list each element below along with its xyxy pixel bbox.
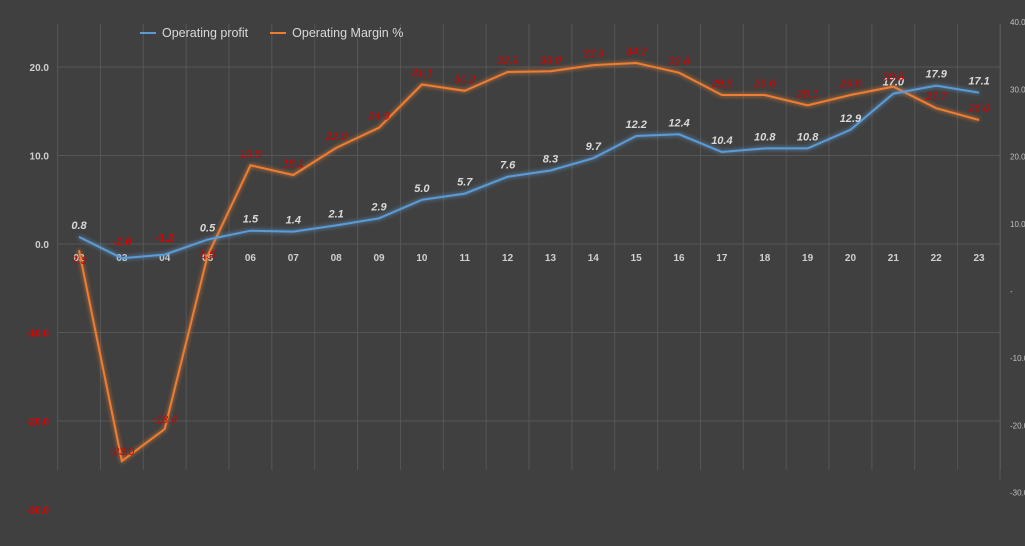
- operating-margin-data-label: 32.9: [497, 55, 518, 67]
- x-axis-category-label: 11: [459, 253, 470, 264]
- operating-profit-data-label: 1.5: [243, 214, 259, 226]
- x-axis-category-label: 20: [845, 253, 857, 264]
- left-axis-tick-label: 20.0: [30, 63, 50, 74]
- x-axis-category-label: 08: [331, 253, 343, 264]
- operating-margin-data-label: 7.3: [71, 255, 87, 267]
- right-axis-tick-label: 40.0: [1010, 18, 1025, 27]
- right-axis-tick-label: -30.0: [1010, 489, 1025, 498]
- left-axis-tick-label: -10.0: [26, 329, 49, 340]
- right-axis-tick-label: -: [1010, 287, 1013, 296]
- operating-profit-data-label: 17.9: [925, 69, 947, 81]
- legend-swatch-orange-line-icon: [270, 32, 287, 34]
- operating-margin-line[interactable]: [78, 61, 980, 463]
- operating-margin-data-label: 29.6: [710, 78, 733, 90]
- operating-margin-data-label: 32.8: [668, 56, 690, 68]
- x-axis-category-label: 14: [588, 253, 600, 264]
- operating-margin-data-label: 26.0: [967, 103, 990, 115]
- operating-margin-data-label: 34.2: [625, 46, 646, 58]
- right-axis-tick-label: 30.0: [1010, 85, 1025, 94]
- x-axis-category-label: 22: [931, 253, 943, 264]
- right-axis-tick-label: 10.0: [1010, 220, 1025, 229]
- operating-profit-data-label: 9.7: [586, 141, 602, 153]
- operating-profit-data-label: 0.5: [200, 223, 216, 235]
- operating-profit-data-label: 12.9: [840, 113, 862, 125]
- x-axis-category-label: 06: [245, 253, 257, 264]
- x-axis-category-label: 21: [888, 253, 900, 264]
- operating-margin-data-label: 22.0: [324, 131, 347, 143]
- x-axis-category-label: 17: [716, 253, 728, 264]
- operating-profit-data-label: 17.0: [883, 77, 905, 89]
- operating-margin-data-label: 27.7: [924, 91, 947, 103]
- operating-profit-line[interactable]: [78, 84, 980, 260]
- operating-profit-data-label: 7.6: [500, 160, 516, 172]
- legend-item-operating-margin[interactable]: Operating Margin %: [270, 26, 403, 40]
- operating-margin-data-label: 33.0: [540, 54, 562, 66]
- operating-margin-data-label: -23.0: [109, 446, 135, 458]
- x-axis-category-label: 19: [802, 253, 814, 264]
- x-axis-category-label: 16: [673, 253, 685, 264]
- data-labels: 0.8 -1.6 -1.2 0.5 1.5 1.4 2.1 2.9 5.0 5.7 7.6 8.3 9.…: [71, 46, 990, 458]
- operating-profit-data-label: 12.2: [625, 119, 646, 131]
- x-axis-category-label: 09: [373, 253, 385, 264]
- x-axis-category-label: 04: [159, 253, 171, 264]
- legend: Operating profit Operating Margin %: [140, 26, 403, 40]
- left-y-axis: 20.0 10.0 0.0 -10.0 -20.0 -30.0: [26, 63, 49, 517]
- gridlines: [57, 24, 1001, 480]
- x-axis-category-label: 07: [288, 253, 300, 264]
- operating-profit-data-label: 2.9: [370, 201, 387, 213]
- right-axis-tick-label: 20.0: [1010, 153, 1025, 162]
- x-axis-category-label: 18: [759, 253, 771, 264]
- left-axis-tick-label: 0.0: [35, 240, 49, 251]
- x-axis-category-label: 02: [73, 253, 85, 264]
- operating-profit-data-label: 5.0: [414, 183, 430, 195]
- right-axis-tick-label: -10.0: [1010, 354, 1025, 363]
- operating-margin-data-label: 28.1: [796, 88, 818, 100]
- legend-item-operating-profit[interactable]: Operating profit: [140, 26, 248, 40]
- x-axis-category-label: 12: [502, 253, 514, 264]
- operating-margin-data-label: 31.1: [411, 68, 432, 80]
- operating-margin-data-label: 6.5: [200, 249, 216, 261]
- legend-label: Operating Margin %: [292, 26, 404, 40]
- operating-profit-data-label: 10.8: [754, 131, 776, 143]
- left-axis-tick-label: 10.0: [30, 152, 50, 163]
- operating-margin-data-label: 29.6: [753, 78, 776, 90]
- left-axis-tick-label: -20.0: [26, 417, 49, 428]
- right-y-axis: 40.0 30.0 20.0 10.0 - -10.0 -20.0 -30.0: [1010, 18, 1025, 497]
- legend-swatch-blue-line-icon: [140, 32, 156, 34]
- operating-profit-data-label: 5.7: [457, 177, 473, 189]
- operating-margin-data-label: 19.5: [240, 148, 262, 160]
- operating-margin-data-label: 30.2: [454, 74, 475, 86]
- operating-profit-data-label: 17.1: [968, 76, 989, 88]
- operating-profit-data-label: 2.1: [328, 208, 344, 220]
- operating-profit-data-label: -1.6: [112, 236, 132, 248]
- x-axis-category-label: 23: [973, 253, 985, 264]
- left-axis-tick-label: -30.0: [26, 506, 49, 517]
- operating-margin-data-label: 33.9: [583, 48, 604, 60]
- x-axis-category-label: 13: [545, 253, 557, 264]
- right-axis-tick-label: -20.0: [1010, 421, 1025, 430]
- operating-margin-data-label: 29.6: [839, 78, 862, 90]
- legend-label: Operating profit: [162, 26, 249, 40]
- operating-margin-data-label: 18.1: [283, 158, 304, 170]
- x-axis-category-label: 10: [416, 253, 428, 264]
- operating-margin-data-label: 24.9: [367, 111, 389, 123]
- operating-profit-data-label: -1.2: [155, 233, 174, 245]
- series-lines: [78, 61, 980, 463]
- operating-margin-data-label: 30.8: [883, 72, 905, 84]
- operating-profit-data-label: 8.3: [543, 154, 558, 166]
- operating-profit-data-label: 12.4: [668, 117, 689, 129]
- operating-profit-data-label: 0.8: [71, 220, 87, 232]
- operating-profit-data-label: 1.4: [286, 215, 301, 227]
- operating-margin-data-label: -18.4: [152, 414, 177, 426]
- operating-profit-data-label: 10.4: [711, 135, 732, 147]
- x-axis-category-label: 15: [631, 253, 643, 264]
- operating-profit-data-label: 10.8: [797, 131, 819, 143]
